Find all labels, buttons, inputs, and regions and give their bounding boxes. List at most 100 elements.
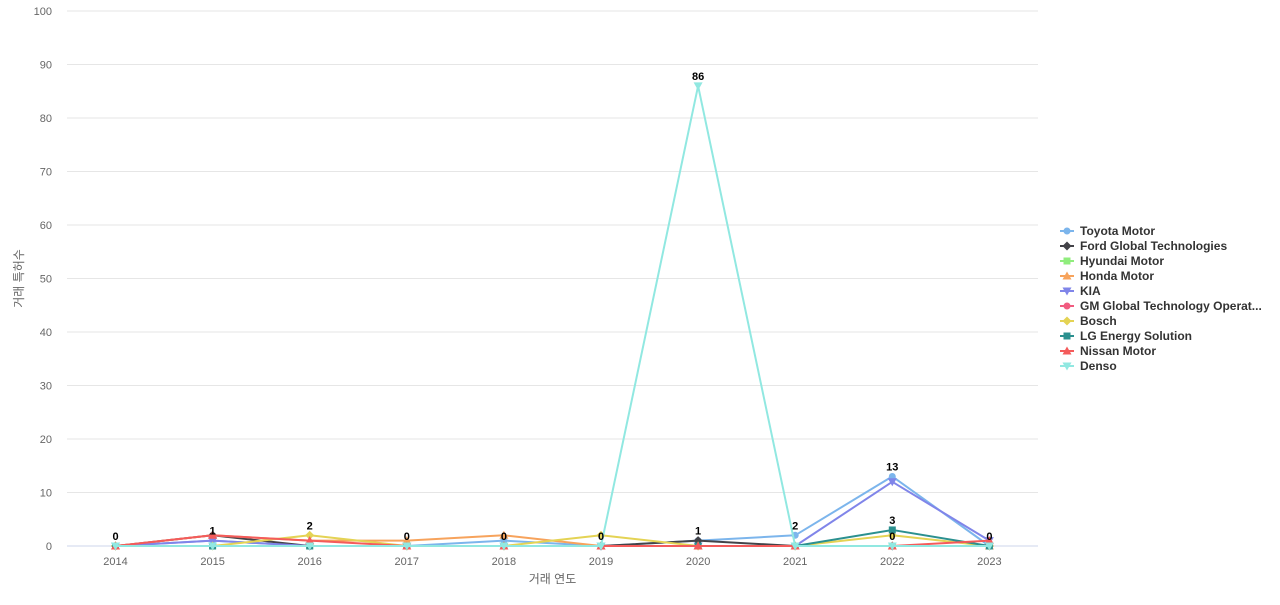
legend-item: GM Global Technology Operat... [1060,299,1262,313]
y-axis-title: 거래 특허수 [12,249,26,308]
legend-marker [1063,227,1071,235]
legend-marker [1063,257,1071,265]
legend-item: Denso [1060,359,1117,373]
data-label: 0 [501,531,507,543]
legend-marker [1062,241,1072,251]
data-label: 2 [792,520,798,532]
data-label: 0 [986,531,992,543]
x-tick-label: 2022 [880,556,904,568]
legend-marker [1062,287,1072,296]
data-point [984,536,994,545]
legend-label: Ford Global Technologies [1080,239,1227,253]
y-tick-label: 0 [46,541,52,553]
legend-item: Nissan Motor [1060,344,1156,358]
data-label: 0 [404,531,410,543]
data-label: 1 [210,526,216,538]
legend-marker [1062,346,1072,355]
data-label: 2 [307,520,313,532]
x-tick-label: 2023 [977,556,1001,568]
legend-marker [1062,316,1072,326]
data-point [208,542,218,551]
gridlines [67,10,1038,547]
x-tick-label: 2021 [783,556,807,568]
y-tick-label: 20 [40,434,52,446]
data-point [888,472,896,480]
legend-label: Toyota Motor [1080,224,1155,238]
data-point [499,530,509,539]
data-point [693,541,703,550]
y-tick-label: 60 [40,220,52,232]
data-point [402,536,412,545]
legend-label: LG Energy Solution [1080,329,1192,343]
y-tick-label: 30 [40,381,52,393]
x-tick-label: 2018 [492,556,516,568]
y-tick-label: 50 [40,274,52,286]
x-tick-label: 2014 [103,556,127,568]
legend-item: Bosch [1060,314,1117,328]
data-point [887,478,897,487]
y-tick-label: 10 [40,488,52,500]
data-label: 0 [112,531,118,543]
x-tick-label: 2017 [395,556,419,568]
data-point [305,536,315,545]
legend-item: Hyundai Motor [1060,254,1164,268]
y-tick-label: 100 [34,6,52,18]
data-label: 0 [889,531,895,543]
legend-marker [1062,362,1072,371]
data-point [208,537,218,546]
legend-marker [1062,271,1072,280]
series-lines [111,82,994,551]
data-point [596,542,606,551]
data-point [208,530,218,539]
x-axis-ticks: 2014 2015 2016 2017 2018 2019 2020 2021 2022 2023 [103,556,1001,568]
y-tick-label: 40 [40,327,52,339]
legend-label: Hyundai Motor [1080,254,1164,268]
x-tick-label: 2016 [297,556,321,568]
y-tick-label: 80 [40,113,52,125]
legend-label: GM Global Technology Operat... [1080,299,1262,313]
data-label: 86 [692,71,704,83]
x-tick-label: 2019 [589,556,613,568]
data-label: 0 [598,531,604,543]
legend-label: Honda Motor [1080,269,1154,283]
data-point [984,542,994,551]
x-axis-title: 거래 연도 [529,572,577,586]
y-tick-label: 90 [40,60,52,72]
data-point [693,82,703,91]
data-labels: 0 1 2 0 0 0 86 1 2 13 3 0 0 [112,71,992,543]
legend-label: Bosch [1080,314,1117,328]
series-bosch [111,530,994,551]
data-point [887,542,897,551]
legend-item: KIA [1060,284,1101,298]
series-denso [111,82,994,551]
legend-label: Denso [1080,359,1117,373]
legend-item: Ford Global Technologies [1060,239,1227,253]
data-point [888,526,896,534]
series-line [115,84,990,547]
legend-marker [1063,302,1071,310]
y-axis-ticks: 0 10 20 30 40 50 60 70 80 90 100 [34,6,52,553]
x-tick-label: 2015 [200,556,224,568]
legend-item: Toyota Motor [1060,224,1155,238]
legend-item: Honda Motor [1060,269,1154,283]
data-point [111,542,120,551]
data-point [305,530,315,540]
data-point [402,542,412,551]
data-label: 13 [886,461,898,473]
legend-item: LG Energy Solution [1060,329,1192,343]
data-label: 3 [889,515,895,527]
legend-label: Nissan Motor [1080,344,1156,358]
data-point [305,542,315,551]
series-line [115,534,990,547]
data-point [499,542,509,551]
legend-label: KIA [1080,284,1101,298]
data-point [790,542,800,551]
x-tick-label: 2020 [686,556,710,568]
legend-marker [1063,332,1071,340]
data-point [500,537,508,545]
data-label: 1 [695,526,701,538]
y-tick-label: 70 [40,167,52,179]
